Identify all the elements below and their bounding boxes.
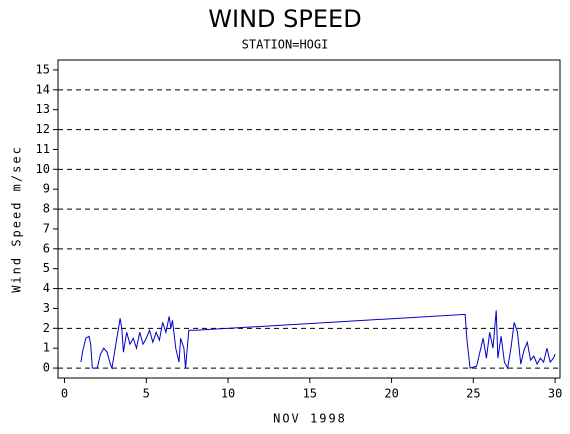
- y-tick-label: 11: [36, 142, 50, 156]
- y-tick-label: 0: [43, 361, 50, 375]
- y-tick-label: 1: [43, 341, 50, 355]
- y-tick-label: 9: [43, 182, 50, 196]
- y-tick-label: 7: [43, 221, 50, 235]
- y-tick-label: 2: [43, 321, 50, 335]
- x-axis-label: NOV 1998: [273, 412, 347, 426]
- y-axis-label: Wind Speed m/sec: [10, 145, 24, 293]
- x-tick-label: 5: [143, 387, 150, 401]
- x-tick-label: 10: [221, 387, 235, 401]
- y-tick-label: 5: [43, 261, 50, 275]
- x-tick-label: 0: [61, 387, 68, 401]
- y-tick-label: 6: [43, 241, 50, 255]
- y-tick-label: 8: [43, 202, 50, 216]
- y-tick-label: 10: [36, 162, 50, 176]
- x-tick-label: 20: [384, 387, 398, 401]
- x-tick-label: 25: [466, 387, 480, 401]
- y-tick-label: 12: [36, 122, 50, 136]
- y-tick-label: 3: [43, 301, 50, 315]
- x-tick-label: 30: [548, 387, 562, 401]
- chart-subtitle: STATION=HOGI: [242, 38, 329, 52]
- y-tick-label: 15: [36, 62, 50, 76]
- y-tick-label: 4: [43, 281, 50, 295]
- plot-frame: [57, 59, 561, 379]
- chart-title: WIND SPEED: [208, 5, 361, 33]
- y-tick-label: 14: [36, 82, 50, 96]
- y-tick-label: 13: [36, 102, 50, 116]
- x-tick-label: 15: [303, 387, 317, 401]
- data-line: [80, 310, 556, 370]
